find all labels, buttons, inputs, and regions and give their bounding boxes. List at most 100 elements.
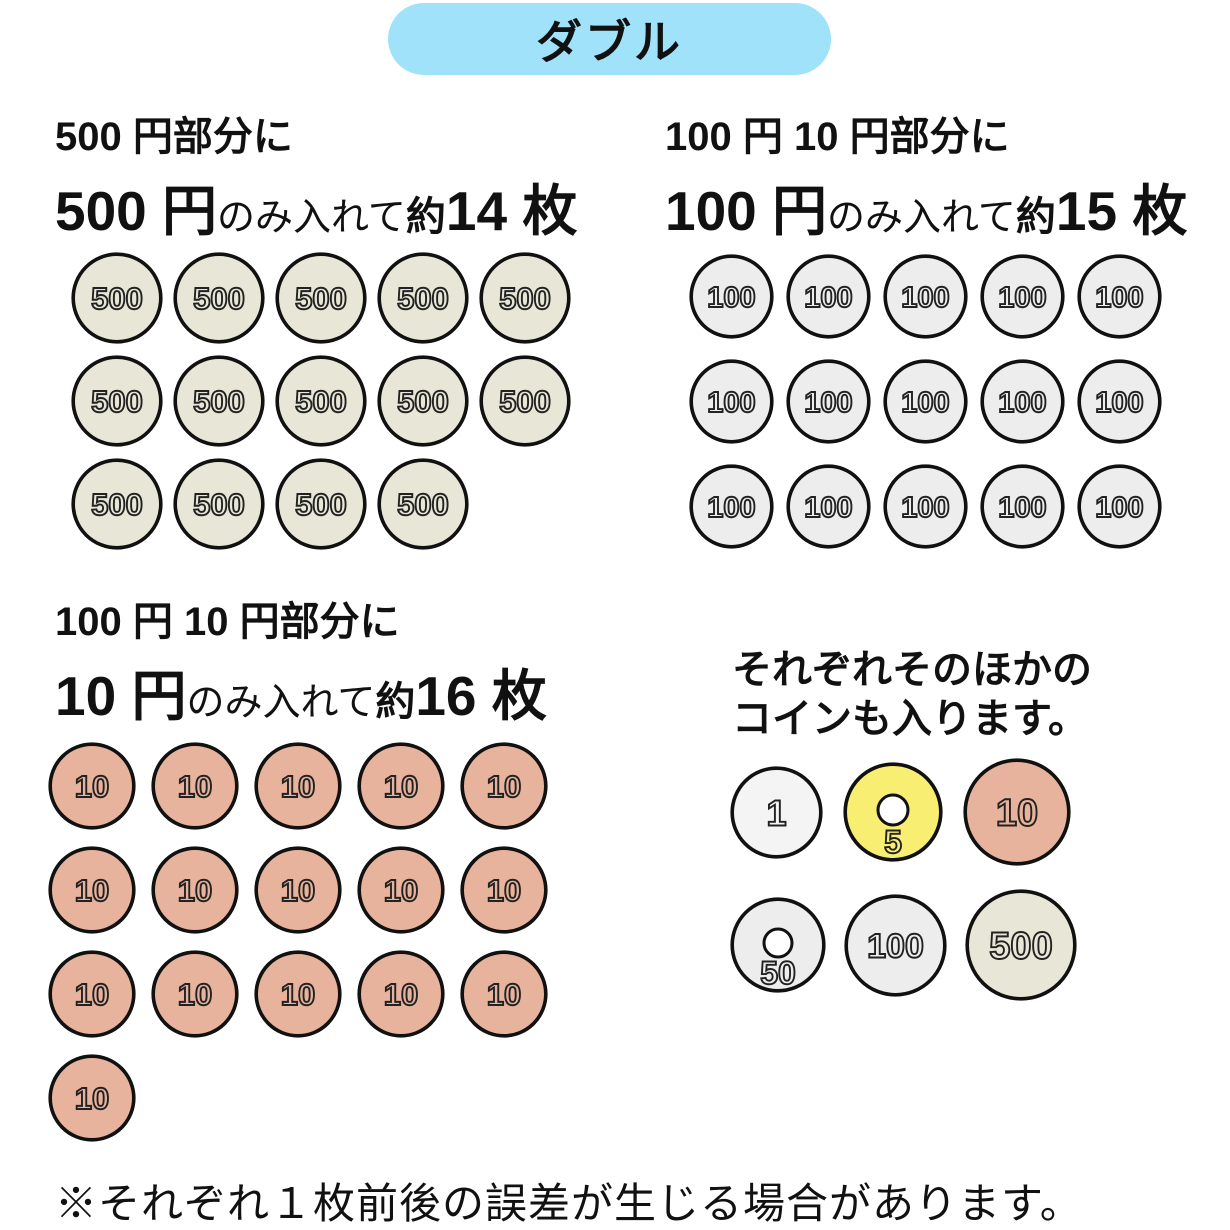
coin-10-icon: 10 [254,742,342,830]
svg-text:10: 10 [75,1081,109,1116]
coin-500-icon: 500 [479,355,571,447]
other-coins-line2: コインも入ります。 [732,696,1088,741]
section-10-line1: 100 円 10 円部分に [55,600,400,644]
coin-500-icon: 500 [275,355,367,447]
header-banner: ダブル [388,3,831,75]
coin-100-icon: 100 [883,359,968,444]
svg-text:10: 10 [996,793,1038,835]
coin-10-icon: 10 [357,846,445,934]
svg-text:100: 100 [707,492,755,524]
section-500-line1: 500 円部分に [55,115,293,159]
coin-row: 10 [48,1054,548,1142]
svg-text:500: 500 [193,384,245,419]
coin-100-icon: 100 [844,893,947,997]
coin-1-icon: 1 [730,765,823,859]
section-100-line2: 100 円 のみ入れて 約 15 枚 [665,166,1187,246]
coin-500-icon: 500 [377,355,469,447]
svg-text:5: 5 [884,824,902,860]
section-100-denom: 100 円 [665,180,828,242]
section-10-approx: 約 [375,680,416,724]
svg-text:100: 100 [901,492,949,524]
coin-100-icon: 100 [786,254,871,339]
svg-text:10: 10 [487,873,521,908]
svg-text:100: 100 [901,387,949,419]
section-100-approx: 約 [1015,195,1056,239]
svg-text:100: 100 [707,387,755,419]
coin-10-icon: 10 [460,846,548,934]
coin-grid-100: 100 100 100 100 100 100 100 100 100 100 100 100 100 1… [689,254,1162,549]
coin-row: 500 500 500 500 [71,458,571,550]
section-500-approx: 約 [405,195,446,239]
section-500-line2: 500 円 のみ入れて 約 14 枚 [55,166,577,246]
other-coins-heading: それぞれそのほかの コインも入ります。 [732,646,1092,744]
section-500-mid: のみ入れて [217,197,406,239]
coin-row: 500 500 500 500 500 [71,252,571,344]
svg-text:500: 500 [397,384,449,419]
svg-text:500: 500 [91,487,143,522]
svg-text:100: 100 [1095,492,1143,524]
svg-text:10: 10 [281,873,315,908]
coin-row: 100 100 100 100 100 [689,464,1162,549]
section-100-heading: 100 円 10 円部分に 100 円 のみ入れて 約 15 枚 [665,112,1187,246]
svg-text:10: 10 [384,873,418,908]
section-500-count: 14 枚 [445,180,578,242]
sample-coin-row: 1 5 10 [730,758,1077,866]
coin-500-icon: 500 [173,458,265,550]
coin-100-icon: 100 [786,464,871,549]
coin-10-icon: 10 [48,1054,136,1142]
svg-text:10: 10 [487,977,521,1012]
section-500-heading: 500 円部分に 500 円 のみ入れて 約 14 枚 [55,112,577,246]
svg-text:10: 10 [75,769,109,804]
section-100-mid: のみ入れて [827,197,1016,239]
svg-text:100: 100 [901,282,949,314]
coin-500-icon: 500 [275,458,367,550]
svg-text:10: 10 [384,769,418,804]
coin-10-icon: 10 [357,742,445,830]
section-500-denom: 500 円 [55,180,218,242]
banner-title: ダブル [536,16,683,68]
coin-500-icon: 500 [377,252,469,344]
coin-100-icon: 100 [980,464,1065,549]
section-10-line2: 10 円 のみ入れて 約 16 枚 [55,651,547,731]
svg-text:10: 10 [178,873,212,908]
svg-text:500: 500 [499,281,551,316]
coin-100-icon: 100 [786,359,871,444]
section-10-count: 16 枚 [415,665,547,727]
coin-500-icon: 500 [479,252,571,344]
svg-text:500: 500 [295,281,347,316]
footnote: ※それぞれ１枚前後の誤差が生じる場合があります。 [55,1180,1083,1227]
section-10-mid: のみ入れて [186,682,376,724]
coin-100-icon: 100 [980,359,1065,444]
other-coins-line1: それぞれそのほかの [732,648,1092,692]
coin-10-icon: 10 [48,846,136,934]
svg-text:100: 100 [867,927,924,965]
section-100-line1: 100 円 10 円部分に [665,115,1010,159]
coin-100-icon: 100 [1077,464,1162,549]
svg-text:100: 100 [804,282,852,314]
coin-row: 10 10 10 10 10 [48,742,548,830]
coin-100-icon: 100 [1077,359,1162,444]
svg-text:500: 500 [295,487,347,522]
coin-grid-500: 500 500 500 500 500 500 500 500 500 500 500 500 500 5… [71,252,571,550]
coin-row: 10 10 10 10 10 [48,950,548,1038]
svg-text:100: 100 [998,282,1046,314]
coin-500-icon: 500 [377,458,469,550]
other-coins-samples: 1 5 10 50 100 500 [730,758,1077,1001]
svg-text:500: 500 [397,281,449,316]
svg-text:500: 500 [989,926,1052,968]
svg-text:50: 50 [760,955,796,991]
coin-500-icon: 500 [275,252,367,344]
coin-500-icon: 500 [173,252,265,344]
coin-10-icon: 10 [48,950,136,1038]
coin-100-icon: 100 [1077,254,1162,339]
coin-10-icon: 10 [151,742,239,830]
coin-grid-10: 10 10 10 10 10 10 10 10 10 10 10 10 10 10 10 10 [48,742,548,1142]
svg-text:10: 10 [178,977,212,1012]
coin-100-icon: 100 [689,254,774,339]
svg-text:10: 10 [281,977,315,1012]
svg-text:10: 10 [75,873,109,908]
coin-10-icon: 10 [460,950,548,1038]
svg-text:500: 500 [397,487,449,522]
svg-text:10: 10 [178,769,212,804]
